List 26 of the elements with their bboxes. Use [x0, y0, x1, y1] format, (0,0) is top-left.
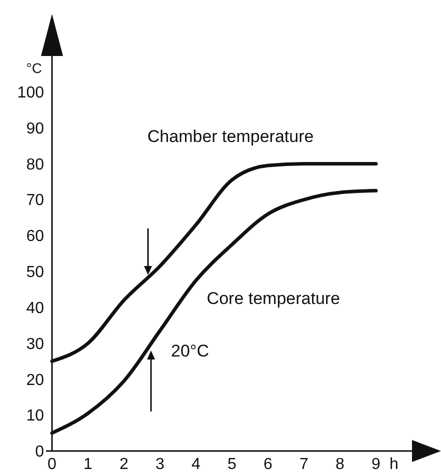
y-tick-label: 30 — [26, 336, 44, 353]
y-tick-label: 80 — [26, 156, 44, 174]
x-tick-label: 7 — [300, 456, 309, 473]
y-tick-label: 0 — [35, 444, 44, 461]
x-tick-label: 8 — [336, 456, 345, 473]
series-label: Chamber temperature — [147, 127, 314, 146]
series-label: Core temperature — [206, 288, 340, 308]
y-axis-title: °C — [26, 60, 42, 76]
y-tick-label: 60 — [26, 228, 44, 246]
x-tick-label: 9 — [372, 456, 381, 473]
y-tick-label: 50 — [26, 264, 44, 282]
y-tick-label: 20 — [26, 372, 44, 389]
x-tick-label: 1 — [84, 456, 93, 473]
x-tick-label: 6 — [264, 456, 273, 473]
x-tick-label: 4 — [192, 456, 201, 473]
y-tick-label: 100 — [17, 84, 44, 102]
y-tick-label: 70 — [26, 192, 44, 210]
x-axis-title: h — [390, 456, 398, 473]
x-tick-label: 2 — [120, 456, 129, 473]
y-tick-label: 90 — [26, 120, 44, 138]
annotation: 20°C — [171, 341, 209, 360]
y-tick-label: 10 — [26, 408, 44, 425]
y-tick-label: 40 — [26, 300, 44, 317]
x-tick-label: 3 — [156, 456, 165, 473]
x-tick-label: 0 — [48, 456, 57, 473]
x-tick-label: 5 — [228, 456, 237, 473]
